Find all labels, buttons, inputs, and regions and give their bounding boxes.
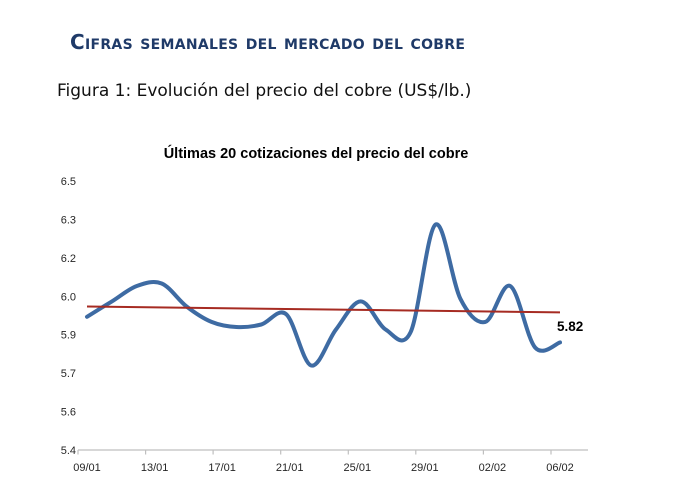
trend-line bbox=[86, 305, 561, 314]
y-axis-label: 5.9 bbox=[61, 330, 76, 342]
x-axis-label: 13/01 bbox=[141, 462, 169, 474]
x-axis-label: 21/01 bbox=[276, 462, 304, 474]
figure-caption: Figura 1: Evolución del precio del cobre… bbox=[57, 81, 472, 101]
x-axis-label: 09/01 bbox=[73, 462, 101, 474]
chart-title: Últimas 20 cotizaciones del precio del c… bbox=[163, 146, 469, 162]
x-axis-label: 29/01 bbox=[411, 462, 439, 474]
y-axis-label: 6.5 bbox=[61, 176, 76, 188]
x-axis-label: 02/02 bbox=[479, 462, 507, 474]
x-axis-label: 17/01 bbox=[208, 462, 236, 474]
last-value-label: 5.82 bbox=[557, 319, 583, 334]
price-line bbox=[85, 222, 562, 368]
y-axis-label: 5.7 bbox=[61, 368, 76, 380]
y-axis-label: 5.6 bbox=[61, 407, 76, 419]
y-axis-label: 6.2 bbox=[61, 253, 76, 265]
y-axis-label: 6.3 bbox=[61, 214, 76, 226]
y-axis-label: 5.4 bbox=[61, 445, 76, 457]
chart-plot-area: 6.5 6.3 6.2 6.0 5.9 5.7 5.6 5.4 09/01 13/01 17/01 2… bbox=[61, 176, 588, 474]
x-axis-label: 25/01 bbox=[344, 462, 372, 474]
x-axis-label: 06/02 bbox=[546, 462, 574, 474]
page-title: Cifras semanales del mercado del cobre bbox=[70, 30, 466, 54]
y-axis-label: 6.0 bbox=[61, 291, 76, 303]
